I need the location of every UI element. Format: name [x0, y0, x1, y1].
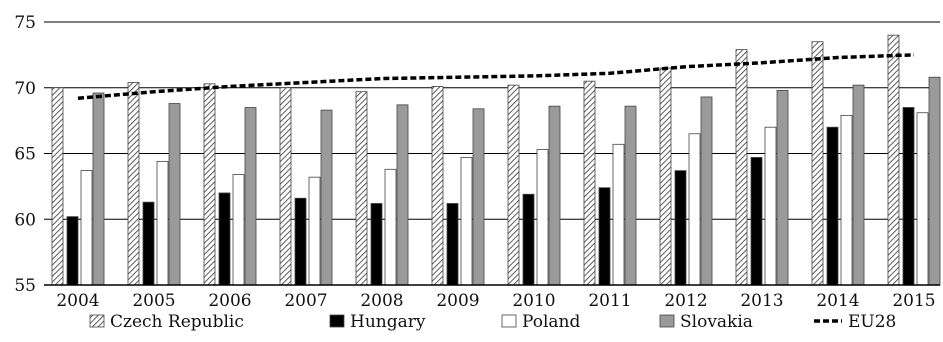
x-tick-label: 2009 — [436, 291, 479, 311]
bar-czech-republic — [888, 35, 899, 285]
bar-czech-republic — [508, 85, 519, 285]
bar-slovakia — [245, 107, 256, 285]
bar-czech-republic — [812, 42, 823, 285]
line-layer — [78, 55, 914, 98]
bar-czech-republic — [204, 84, 215, 285]
bar-poland — [841, 115, 852, 285]
y-tick-label: 60 — [14, 210, 36, 230]
legend-label: Poland — [522, 312, 581, 332]
bar-hungary — [371, 203, 382, 285]
legend-swatch-hungary — [330, 315, 344, 327]
bar-czech-republic — [584, 81, 595, 285]
x-tick-label: 2010 — [512, 291, 555, 311]
legend-label: Slovakia — [680, 312, 753, 332]
x-tick-label: 2011 — [588, 291, 631, 311]
bar-slovakia — [625, 106, 636, 285]
bar-hungary — [599, 188, 610, 285]
bar-slovakia — [929, 77, 940, 285]
bar-slovakia — [397, 105, 408, 285]
legend-swatch-czech-republic — [90, 315, 104, 327]
bar-hungary — [295, 198, 306, 285]
legend-label: EU28 — [848, 312, 896, 332]
bar-poland — [689, 134, 700, 285]
bar-hungary — [447, 203, 458, 285]
y-tick-label: 75 — [14, 13, 36, 33]
bar-poland — [461, 157, 472, 285]
bar-hungary — [219, 193, 230, 285]
series-line-eu28 — [78, 55, 914, 98]
legend-label: Czech Republic — [110, 312, 244, 332]
bar-poland — [233, 175, 244, 285]
y-tick-label: 65 — [14, 145, 36, 165]
bar-czech-republic — [356, 92, 367, 285]
bar-slovakia — [853, 85, 864, 285]
bar-hungary — [675, 171, 686, 285]
bar-poland — [385, 169, 396, 285]
bar-czech-republic — [660, 68, 671, 285]
bar-hungary — [523, 194, 534, 285]
bar-poland — [537, 150, 548, 285]
legend-swatch-slovakia — [660, 315, 674, 327]
bar-poland — [765, 127, 776, 285]
bar-slovakia — [701, 97, 712, 285]
bar-slovakia — [549, 106, 560, 285]
legend-swatch-poland — [502, 315, 516, 327]
bar-poland — [81, 171, 92, 285]
bar-czech-republic — [736, 50, 747, 285]
x-tick-label: 2012 — [664, 291, 707, 311]
bar-poland — [157, 161, 168, 285]
bar-hungary — [67, 217, 78, 285]
y-tick-label: 55 — [14, 276, 36, 296]
x-tick-label: 2005 — [132, 291, 175, 311]
x-tick-label: 2008 — [360, 291, 403, 311]
x-tick-label: 2015 — [892, 291, 935, 311]
bar-czech-republic — [128, 82, 139, 285]
bar-slovakia — [169, 104, 180, 285]
bar-hungary — [903, 107, 914, 285]
x-tick-label: 2014 — [816, 291, 859, 311]
bar-slovakia — [93, 93, 104, 285]
y-tick-label: 70 — [14, 79, 36, 99]
bar-czech-republic — [280, 88, 291, 285]
bar-poland — [309, 177, 320, 285]
x-tick-label: 2004 — [56, 291, 99, 311]
bar-slovakia — [321, 110, 332, 285]
x-tick-label: 2013 — [740, 291, 783, 311]
bar-hungary — [143, 202, 154, 285]
x-tick-label: 2007 — [284, 291, 327, 311]
bar-hungary — [751, 157, 762, 285]
bar-czech-republic — [432, 86, 443, 285]
bar-layer — [52, 35, 940, 285]
legend: Czech Republic Hungary Poland Slovakia EU28 — [90, 312, 896, 332]
bar-slovakia — [473, 109, 484, 285]
bar-poland — [613, 144, 624, 285]
bar-poland — [917, 113, 928, 285]
bar-hungary — [827, 127, 838, 285]
legend-label: Hungary — [350, 312, 426, 332]
x-tick-label: 2006 — [208, 291, 251, 311]
bar-czech-republic — [52, 88, 63, 285]
bar-slovakia — [777, 90, 788, 285]
